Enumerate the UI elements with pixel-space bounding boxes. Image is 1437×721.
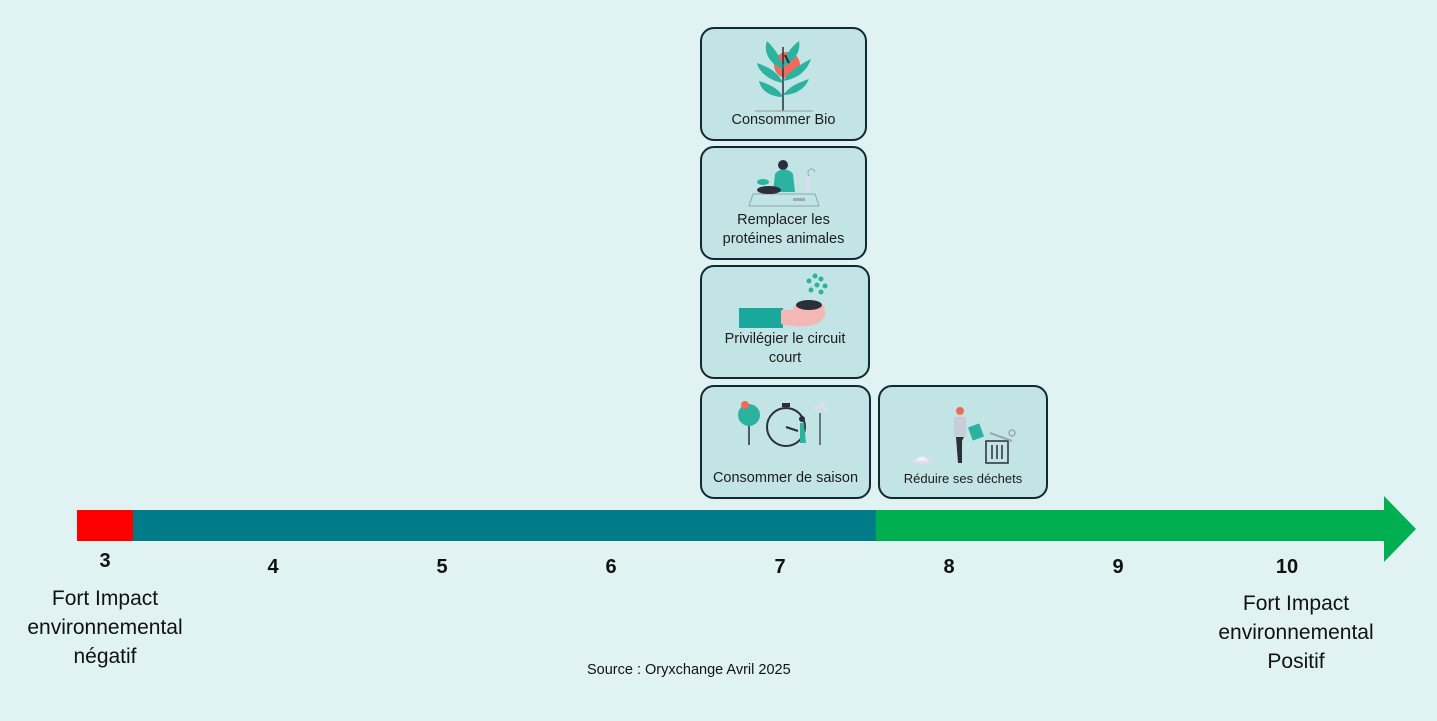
tick-label: 5 — [436, 556, 448, 578]
tick-label: 8 — [943, 556, 955, 578]
card-reduire-dechets: Réduire ses déchets — [878, 385, 1048, 499]
card-label-saison: Consommer de saison — [712, 470, 859, 486]
right-end-label: Fort Impact environnemental Positif — [1218, 592, 1374, 673]
plant-icon — [754, 41, 813, 112]
axis-negative-segment — [77, 510, 133, 541]
card-circuit-court: Privilégier le circuit court — [700, 265, 870, 379]
card-consommer-saison: Consommer de saison — [700, 385, 871, 499]
axis-positive-arrow — [876, 496, 1416, 562]
axis-neutral-segment — [133, 510, 876, 541]
hand-basket-icon — [739, 273, 828, 328]
season-clock-icon — [737, 401, 829, 447]
card-label-circuit: Privilégier le circuit court — [724, 331, 846, 366]
tick-label: 4 — [267, 556, 279, 578]
card-label-dechets: Réduire ses déchets — [903, 471, 1023, 486]
tick-label: 7 — [774, 556, 786, 578]
person-cooking-icon — [747, 160, 820, 207]
tick-label: 3 — [99, 550, 111, 572]
card-consommer-bio: Consommer Bio — [700, 27, 867, 141]
tick-label: 9 — [1112, 556, 1124, 578]
trash-person-icon — [912, 407, 1016, 464]
card-label-bio: Consommer Bio — [731, 112, 836, 128]
left-end-label: Fort Impact environnemental négatif — [27, 587, 183, 668]
card-remplacer-proteines: Remplacer les protéines animales — [700, 146, 867, 260]
tick-label: 6 — [605, 556, 617, 578]
tick-label: 10 — [1275, 556, 1299, 578]
card-label-proteines: Remplacer les protéines animales — [722, 212, 845, 247]
source-note: Source : Oryxchange Avril 2025 — [587, 662, 791, 678]
